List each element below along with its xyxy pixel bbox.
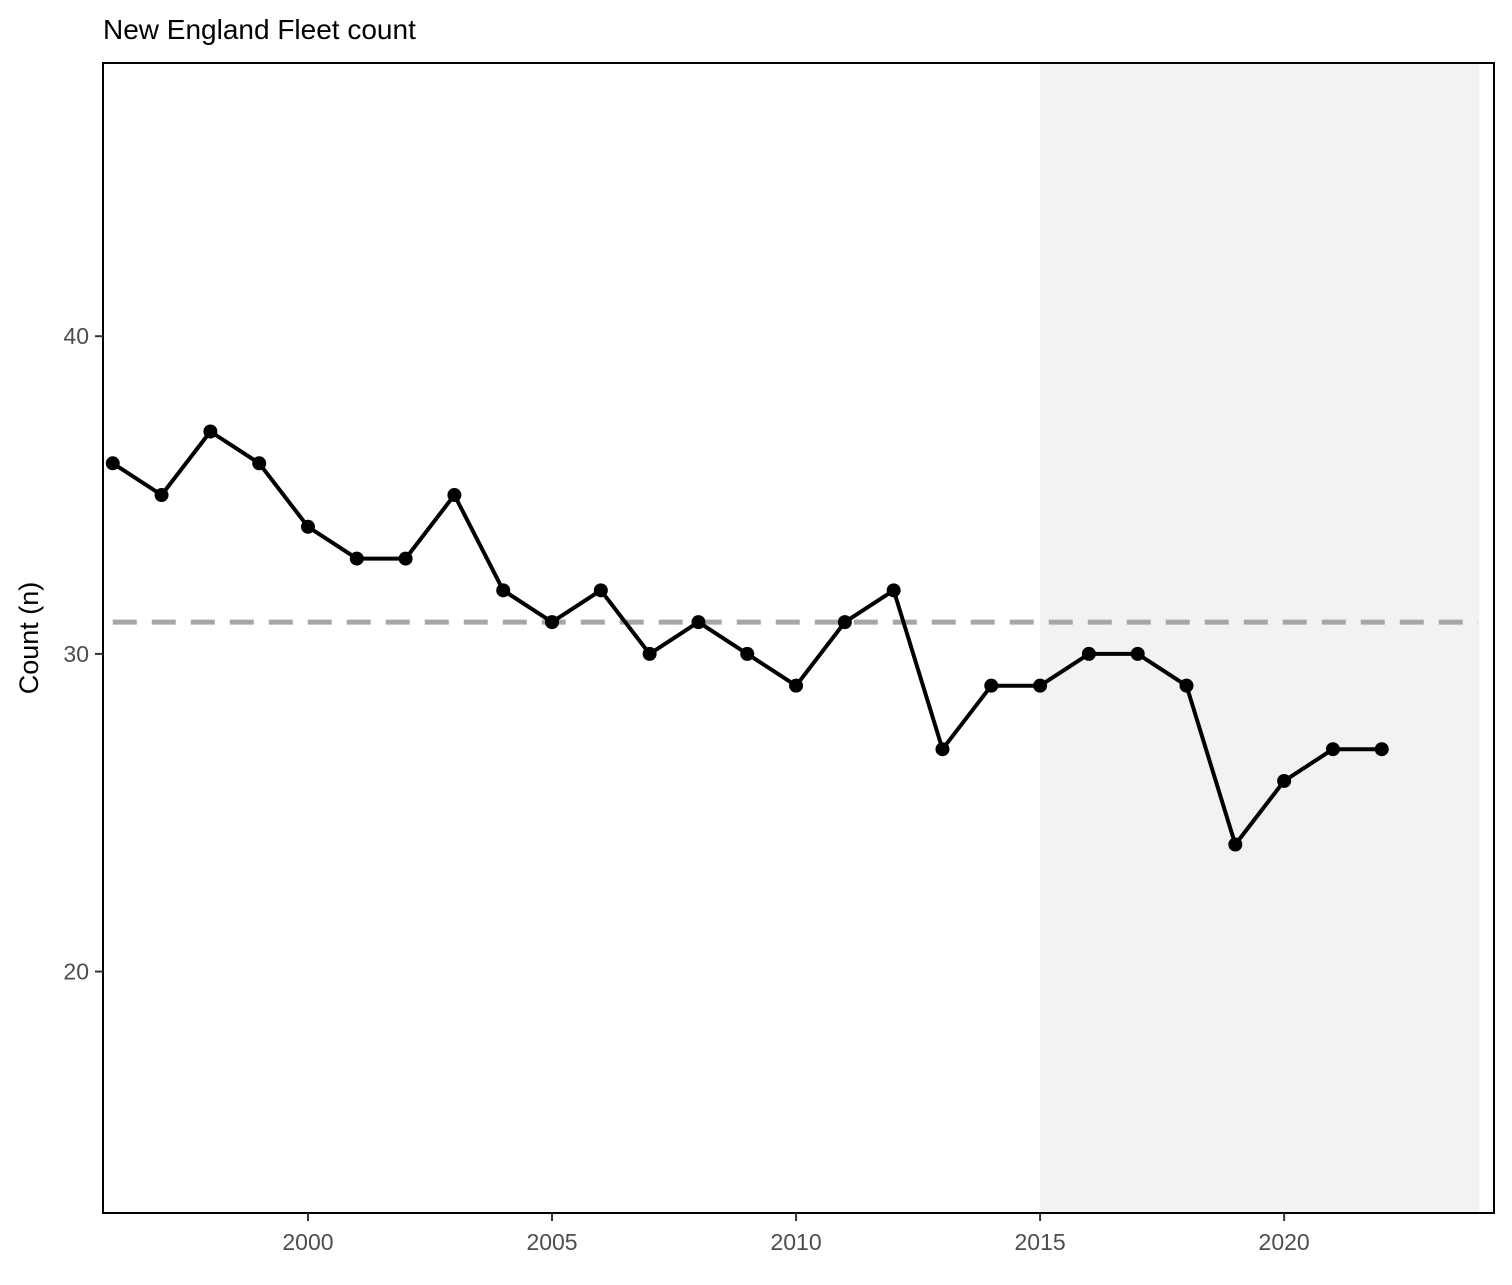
y-axis-title: Count (n) (14, 582, 44, 695)
data-point (300, 519, 315, 534)
data-point (1228, 837, 1243, 852)
plot-panel-border (102, 62, 1495, 1214)
data-point (349, 551, 364, 566)
data-point (496, 583, 511, 598)
data-point (642, 646, 657, 661)
x-tick-label: 2005 (526, 1229, 577, 1255)
x-tick-label: 2000 (282, 1229, 333, 1255)
data-point (1179, 678, 1194, 693)
data-point (105, 456, 120, 471)
data-point (984, 678, 999, 693)
data-points (105, 424, 1389, 852)
data-point (1033, 678, 1048, 693)
data-point (740, 646, 755, 661)
data-point (886, 583, 901, 598)
data-point (252, 456, 267, 471)
data-point (1325, 742, 1340, 757)
y-tick-label: 20 (63, 959, 89, 985)
data-point (203, 424, 218, 439)
shaded-region (1040, 63, 1480, 1213)
data-point (1130, 646, 1145, 661)
y-axis: 20 30 40 (63, 323, 103, 985)
data-point (154, 488, 169, 503)
x-tick-label: 2010 (770, 1229, 821, 1255)
x-axis: 2000 2005 2010 2015 2020 (282, 1213, 1310, 1255)
data-point (593, 583, 608, 598)
data-point (837, 615, 852, 630)
data-point (691, 615, 706, 630)
data-point (398, 551, 413, 566)
data-point (447, 488, 462, 503)
x-tick-label: 2020 (1259, 1229, 1310, 1255)
data-point (1081, 646, 1096, 661)
chart-title: New England Fleet count (103, 14, 416, 45)
data-point (935, 742, 950, 757)
x-tick-label: 2015 (1015, 1229, 1066, 1255)
data-point (789, 678, 804, 693)
data-point (545, 615, 560, 630)
data-point (1277, 773, 1292, 788)
y-tick-label: 40 (63, 323, 89, 349)
data-point (1374, 742, 1389, 757)
y-tick-label: 30 (63, 641, 89, 667)
